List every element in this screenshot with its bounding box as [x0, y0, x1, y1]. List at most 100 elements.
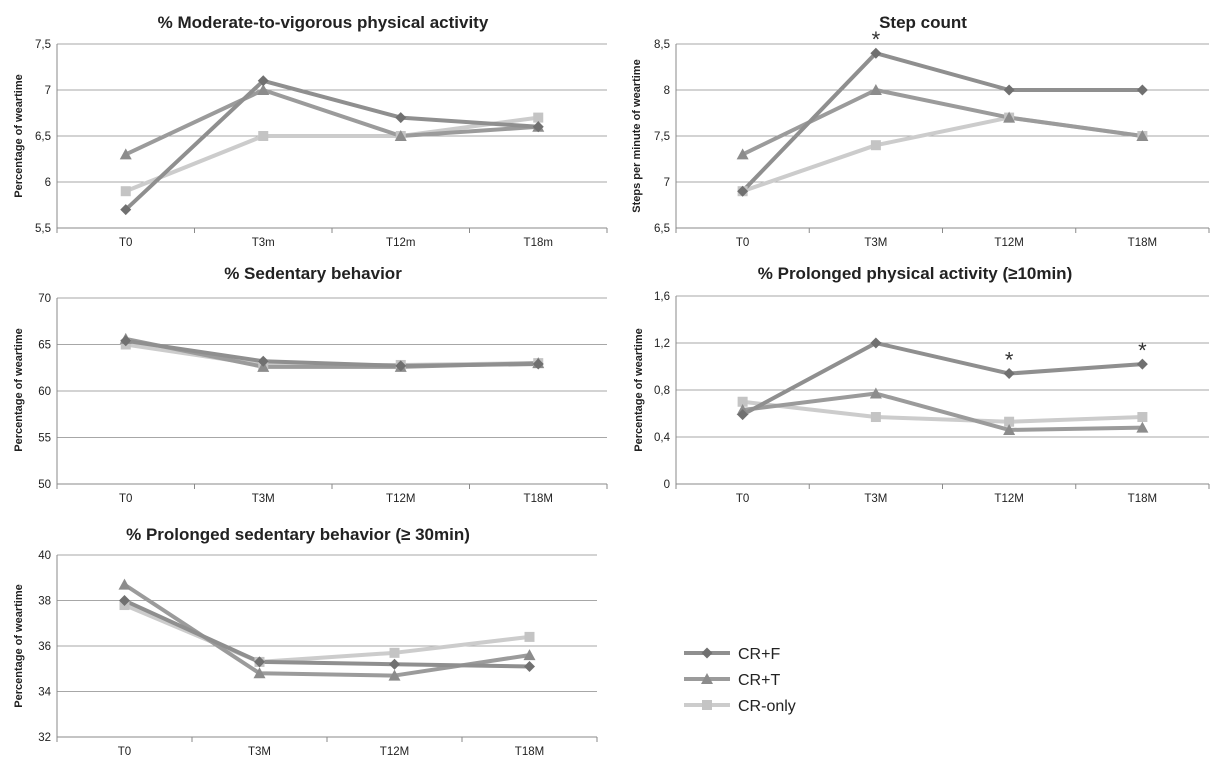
x-tick-label: T18m [524, 237, 553, 249]
legend-swatch-cr-only [684, 700, 730, 710]
significance-marker: * [1138, 338, 1147, 363]
x-tick-label: T0 [118, 746, 131, 758]
data-point [870, 47, 882, 59]
data-point [524, 660, 535, 672]
data-point [737, 396, 748, 407]
y-tick-label: 70 [38, 293, 51, 305]
data-point [119, 148, 132, 160]
x-tick-label: T18M [1128, 237, 1157, 249]
data-point [120, 186, 131, 197]
data-point [532, 121, 544, 133]
y-tick-label: 40 [38, 550, 51, 562]
chart-step-count: Step count Steps per minute of weartime … [631, 13, 1210, 249]
data-point [120, 335, 132, 347]
y-axis-label: Percentage of weartime [13, 74, 25, 198]
series-line-cr-t [124, 88, 539, 157]
plot-area: 0 0,4 0,8 1,2 1,6 T0 T3M T12M T18M * * [654, 291, 1210, 505]
data-point [1003, 111, 1016, 123]
data-point [389, 647, 400, 658]
y-tick-label: 5,5 [35, 223, 51, 235]
y-tick-label: 32 [38, 732, 51, 744]
data-point [119, 595, 130, 606]
y-tick-label: 34 [38, 687, 51, 699]
x-tick-label: T3M [252, 493, 275, 505]
legend-item: CR+F [684, 646, 780, 663]
data-point [1136, 84, 1148, 96]
y-tick-label: 0,8 [654, 385, 670, 397]
x-tick-label: T0 [736, 237, 749, 249]
y-tick-label: 7 [664, 177, 670, 189]
significance-marker: * [872, 27, 881, 52]
y-tick-label: 0 [664, 479, 670, 491]
chart-mvpa: % Moderate-to-vigorous physical activity… [13, 13, 608, 249]
y-tick-label: 65 [38, 340, 51, 352]
data-point [1004, 416, 1015, 427]
series-line-cr-f [741, 51, 1143, 193]
x-tick-label: T3M [248, 746, 271, 758]
chart-prolonged-sedentary: % Prolonged sedentary behavior (≥ 30min)… [13, 525, 598, 758]
series-line-cr-t [742, 391, 1143, 432]
data-point [1003, 84, 1015, 96]
data-point [1136, 421, 1149, 433]
legend-swatch-cr-f [684, 647, 730, 659]
series-line-cr-t [741, 88, 1143, 157]
y-axis-label: Percentage of weartime [13, 584, 25, 708]
data-point [258, 131, 269, 141]
y-tick-label: 1,6 [654, 291, 670, 303]
plot-area: 50 55 60 65 70 T0 T3M T12M T18M [38, 293, 608, 505]
plot-area: 5,5 6 6,5 7 7,5 T0 T3m T12m T18m [35, 39, 608, 249]
legend-item: CR-only [684, 698, 796, 715]
x-tick-label: T3M [864, 237, 887, 249]
x-tick-label: T18M [515, 746, 544, 758]
y-tick-label: 0,4 [654, 432, 671, 444]
y-tick-label: 55 [38, 433, 51, 445]
series-line-cr-only [742, 399, 1143, 424]
data-point [395, 112, 407, 124]
series-line-cr-f [123, 598, 530, 669]
data-point [253, 667, 266, 679]
x-tick-label: T18M [1128, 493, 1157, 505]
data-point [1136, 358, 1148, 370]
legend-item: CR+T [684, 672, 780, 689]
y-tick-label: 6,5 [35, 131, 51, 143]
data-point [736, 148, 749, 160]
x-tick-label: T12m [386, 237, 415, 249]
legend-marker [701, 673, 713, 684]
chart-title: % Moderate-to-vigorous physical activity [158, 13, 489, 32]
legend-swatch-cr-t [684, 673, 730, 684]
series-line-cr-f [125, 338, 539, 368]
x-tick-label: T0 [119, 237, 132, 249]
x-tick-label: T0 [736, 493, 749, 505]
data-point [1137, 412, 1148, 423]
chart-prolonged-activity: % Prolonged physical activity (≥10min) P… [633, 264, 1210, 505]
data-point [1003, 423, 1016, 435]
y-axis-label: Percentage of weartime [13, 328, 25, 452]
series-line-cr-only [123, 603, 530, 664]
y-axis-label: Percentage of weartime [633, 328, 645, 452]
data-point [254, 656, 265, 668]
y-tick-label: 6 [45, 177, 51, 189]
series-line-cr-only [125, 115, 539, 194]
x-tick-label: T12M [994, 237, 1023, 249]
y-tick-label: 38 [38, 596, 51, 608]
plot-area: 6,5 7 7,5 8 8,5 T0 T3M T12M T18M * [654, 27, 1210, 249]
data-point [523, 649, 536, 661]
data-point [737, 185, 749, 197]
data-point [395, 360, 407, 372]
legend-label: CR+T [738, 672, 780, 689]
series-line-cr-f [741, 341, 1143, 417]
x-tick-label: T12M [994, 493, 1023, 505]
y-tick-label: 8,5 [654, 39, 670, 51]
data-point [394, 130, 407, 141]
plot-area: 32 34 36 38 40 T0 T3M T12M T18M [38, 550, 598, 758]
y-tick-label: 8 [664, 85, 670, 97]
legend-label: CR-only [738, 698, 796, 715]
y-tick-label: 1,2 [654, 338, 670, 350]
chart-title: % Sedentary behavior [224, 264, 402, 283]
legend-marker [702, 700, 712, 710]
x-tick-label: T3M [864, 493, 887, 505]
data-point [1136, 130, 1149, 141]
data-point [870, 412, 881, 423]
data-point [533, 112, 544, 123]
data-point [388, 669, 401, 681]
